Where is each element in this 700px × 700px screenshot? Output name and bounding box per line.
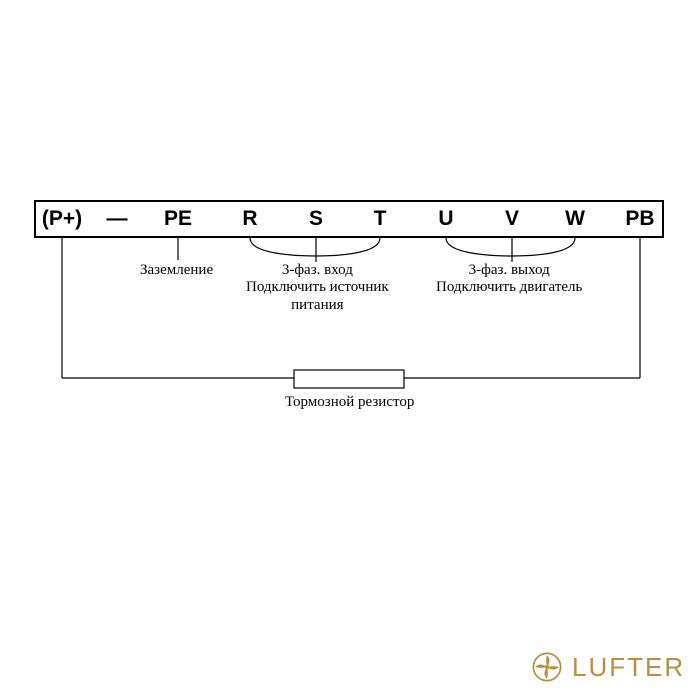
terminal-t: T	[374, 207, 387, 231]
fan-icon	[530, 650, 564, 684]
brake-resistor-label: Тормозной резистор	[285, 394, 414, 411]
terminal-r: R	[242, 207, 257, 231]
terminal-pb: PB	[625, 207, 654, 231]
brace-rst-left	[250, 238, 316, 256]
terminal-s: S	[309, 207, 323, 231]
annotation-uvw: 3-фаз. выход Подключить двигатель	[436, 262, 582, 297]
annotation-pe: Заземление	[140, 262, 213, 279]
annotation-rst: 3-фаз. вход Подключить источник питания	[246, 262, 389, 314]
brace-uvw-right	[512, 238, 575, 256]
annotation-rst-l3: питания	[246, 297, 389, 314]
annotation-pe-text: Заземление	[140, 262, 213, 278]
diagram-canvas: (P+) — PE R S T U V W PB Заземление 3-фаз. вход П…	[0, 0, 700, 700]
brake-resistor-symbol	[294, 370, 404, 388]
wiring-layer	[0, 0, 700, 700]
terminal-v: V	[505, 207, 519, 231]
brace-rst-right	[316, 238, 380, 256]
annotation-uvw-l2: Подключить двигатель	[436, 279, 582, 296]
terminal-u: U	[438, 207, 453, 231]
terminal-w: W	[565, 207, 585, 231]
brace-uvw-left	[446, 238, 512, 256]
terminal-pe: PE	[164, 207, 192, 231]
watermark: LUFTER	[530, 650, 685, 684]
watermark-text: LUFTER	[572, 652, 685, 683]
annotation-uvw-l1: 3-фаз. выход	[436, 262, 582, 279]
annotation-rst-l1: 3-фаз. вход	[246, 262, 389, 279]
annotation-rst-l2: Подключить источник	[246, 279, 389, 296]
terminal-—: —	[107, 207, 128, 231]
terminal-labels-row: (P+) — PE R S T U V W PB	[34, 200, 664, 238]
terminal-p: (P+)	[42, 207, 82, 231]
